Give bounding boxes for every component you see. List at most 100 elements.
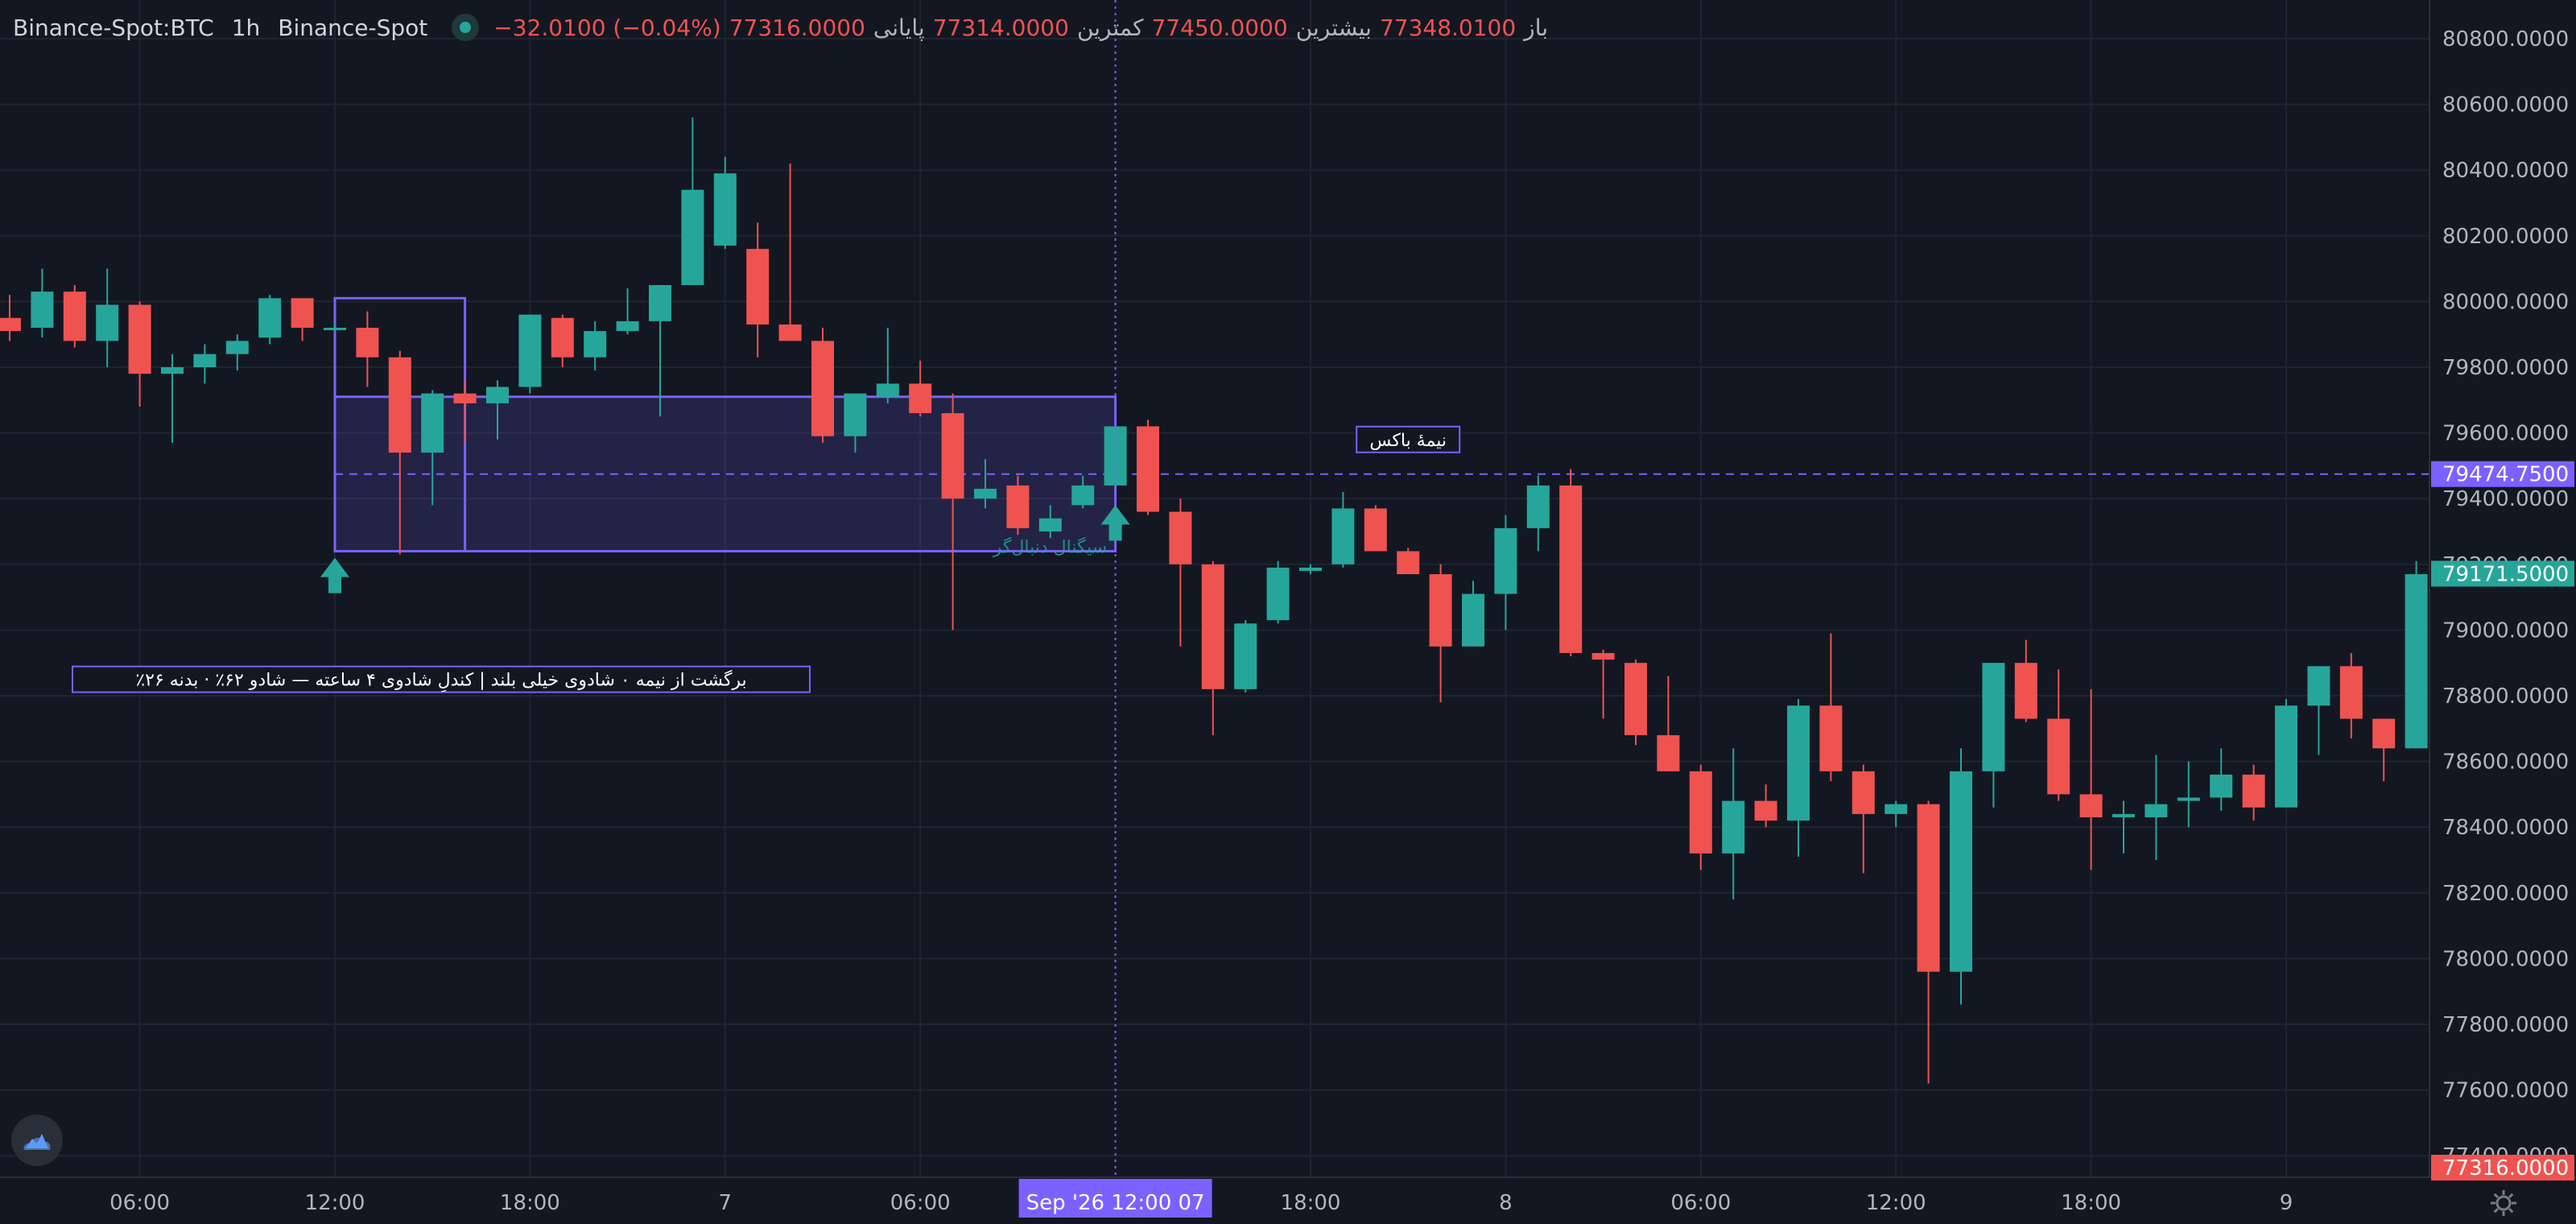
candle[interactable]: [974, 459, 997, 509]
candle[interactable]: [713, 156, 737, 250]
candle[interactable]: [811, 328, 834, 443]
interval[interactable]: 1h: [231, 14, 261, 41]
candle[interactable]: [1722, 748, 1745, 899]
candle[interactable]: [161, 354, 184, 443]
price-axis[interactable]: 80800.0000 80600.0000 80400.0000 80200.0000…: [2442, 27, 2569, 1168]
candle[interactable]: [0, 295, 21, 341]
candle[interactable]: [258, 295, 282, 345]
candle[interactable]: [1754, 784, 1777, 828]
candle[interactable]: [1038, 505, 1062, 539]
candle[interactable]: [649, 285, 671, 417]
candle[interactable]: [1364, 505, 1387, 552]
candle[interactable]: [291, 298, 314, 341]
candle[interactable]: [1787, 699, 1810, 857]
candle-body: [1104, 426, 1127, 486]
candle[interactable]: [1071, 475, 1095, 509]
candle[interactable]: [1982, 663, 2005, 808]
candle[interactable]: [1169, 498, 1192, 647]
candle-body: [1657, 734, 1680, 771]
candle[interactable]: [1331, 492, 1355, 568]
candle[interactable]: [1591, 649, 1615, 719]
candle-body: [31, 292, 54, 329]
candle[interactable]: [1917, 800, 1940, 1084]
candle[interactable]: [551, 314, 574, 367]
candle[interactable]: [2339, 652, 2363, 739]
candle[interactable]: [1266, 560, 1290, 624]
candle[interactable]: [31, 268, 54, 338]
candle[interactable]: [1559, 469, 1583, 657]
candle[interactable]: [421, 390, 444, 506]
half-box-label[interactable]: نیمهٔ باکس: [1356, 425, 1461, 453]
candle[interactable]: [1494, 515, 1517, 631]
candle[interactable]: [1137, 420, 1159, 515]
candle[interactable]: [356, 311, 379, 387]
candle[interactable]: [486, 380, 509, 440]
candle[interactable]: [388, 350, 411, 555]
open-value: 77348.0100: [1379, 14, 1517, 41]
buy-arrow-icon[interactable]: [320, 557, 349, 593]
candle[interactable]: [941, 393, 964, 631]
candle[interactable]: [1852, 764, 1875, 874]
time-tick-label: 9: [2280, 1191, 2293, 1215]
candle[interactable]: [1397, 548, 1420, 575]
candle[interactable]: [2307, 666, 2330, 755]
candle[interactable]: [324, 324, 346, 332]
candle[interactable]: [2047, 669, 2070, 801]
gear-icon[interactable]: [2487, 1187, 2520, 1219]
symbol-name[interactable]: Binance-Spot:BTC: [13, 14, 214, 41]
candle[interactable]: [876, 328, 899, 403]
candle[interactable]: [1885, 800, 1908, 828]
price-tick-label: 78800.0000: [2442, 684, 2569, 709]
candle[interactable]: [63, 285, 86, 348]
cloud-logo-icon[interactable]: [11, 1114, 63, 1166]
candle[interactable]: [225, 334, 249, 371]
candle[interactable]: [128, 301, 151, 407]
candle[interactable]: [1526, 475, 1550, 552]
price-scale-background[interactable]: [2429, 0, 2576, 1177]
candle[interactable]: [96, 268, 119, 367]
candle[interactable]: [909, 360, 932, 417]
candle[interactable]: [2014, 639, 2037, 722]
candle-body: [909, 383, 932, 414]
candle[interactable]: [746, 222, 770, 358]
candle[interactable]: [1689, 764, 1712, 870]
candle[interactable]: [1299, 564, 1322, 575]
time-axis[interactable]: 06:00 12:00 18:00 7 06:00 18:00 8 06:00 12:00 18:…: [109, 1179, 2293, 1218]
candles[interactable]: [0, 117, 2428, 1084]
candle[interactable]: [584, 320, 607, 371]
candle-body: [2275, 705, 2297, 808]
time-scale-background[interactable]: [0, 1177, 2576, 1224]
candle[interactable]: [2405, 560, 2428, 749]
candle[interactable]: [2210, 748, 2233, 811]
candle[interactable]: [1201, 560, 1224, 735]
overlay-annotations[interactable]: نیمهٔ باکس سیگنال دنبال‌گر ٪برگشت از نیمه …: [72, 0, 1461, 1177]
candle[interactable]: [1819, 633, 1843, 782]
candle[interactable]: [2242, 764, 2265, 821]
candle[interactable]: [2372, 718, 2396, 782]
time-tick-label: 06:00: [109, 1191, 170, 1215]
candle[interactable]: [1462, 581, 1484, 647]
buy-arrow-icon[interactable]: [1100, 505, 1130, 541]
candle[interactable]: [1624, 660, 1647, 746]
candle[interactable]: [2145, 755, 2168, 860]
candle[interactable]: [2112, 800, 2135, 854]
candle[interactable]: [844, 393, 867, 453]
candle[interactable]: [1429, 564, 1452, 703]
candle-body: [1885, 804, 1908, 814]
candle[interactable]: [518, 314, 542, 394]
candle[interactable]: [778, 163, 802, 341]
candle[interactable]: [193, 344, 217, 384]
candle[interactable]: [453, 380, 477, 443]
candle[interactable]: [1950, 748, 1972, 1005]
candle[interactable]: [2177, 761, 2200, 828]
candle[interactable]: [1657, 676, 1680, 771]
candle[interactable]: [1234, 620, 1257, 693]
candle[interactable]: [2079, 688, 2103, 870]
candle[interactable]: [681, 117, 704, 285]
setup-note-label[interactable]: ٪برگشت از نیمه ۰ شادوی خیلی بلند | کندلِ…: [72, 665, 811, 693]
candle[interactable]: [2275, 699, 2297, 808]
candle[interactable]: [1006, 475, 1030, 536]
time-tick-label: 18:00: [500, 1191, 560, 1215]
candle[interactable]: [616, 288, 639, 335]
